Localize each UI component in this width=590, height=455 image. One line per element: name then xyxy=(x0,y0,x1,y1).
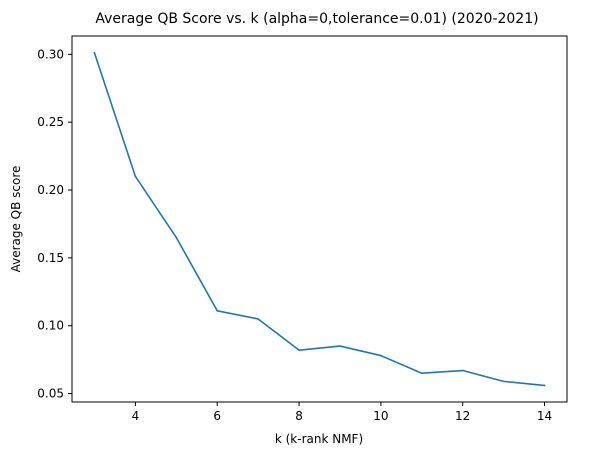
data-point xyxy=(380,354,382,357)
data-point xyxy=(257,318,259,320)
chart-title: Average QB Score vs. k (alpha=0,toleranc… xyxy=(95,11,538,27)
data-point xyxy=(420,372,423,375)
y-axis-label: Average QB score xyxy=(9,166,23,273)
x-tick-label: 10 xyxy=(373,409,388,423)
data-point xyxy=(93,52,96,54)
data-point xyxy=(134,175,137,178)
data-point xyxy=(502,380,505,383)
x-tick-label: 14 xyxy=(537,409,552,423)
data-point xyxy=(543,384,546,387)
x-tick-label: 4 xyxy=(132,409,140,423)
x-tick-label: 12 xyxy=(455,409,470,423)
plot-frame xyxy=(71,35,568,403)
x-axis-label: k (k-rank NMF) xyxy=(275,432,363,446)
y-tick-label: 0.30 xyxy=(37,47,64,61)
x-tick-label: 6 xyxy=(213,409,221,423)
y-tick-label: 0.25 xyxy=(37,115,64,129)
data-point xyxy=(216,310,219,312)
plot-area: 4 6 8 10 12 14 0.05 0.10 0.15 0.20 0.25 0.30 xyxy=(37,47,552,423)
x-tick-label: 8 xyxy=(295,409,303,423)
y-tick-label: 0.05 xyxy=(37,387,64,401)
y-tick-label: 0.15 xyxy=(37,251,64,265)
data-point xyxy=(175,236,178,239)
data-point xyxy=(339,345,341,347)
y-tick-label: 0.20 xyxy=(37,183,64,197)
data-point xyxy=(461,369,464,372)
data-point xyxy=(298,349,300,351)
series-line xyxy=(93,51,546,387)
y-tick-label: 0.10 xyxy=(37,319,64,333)
